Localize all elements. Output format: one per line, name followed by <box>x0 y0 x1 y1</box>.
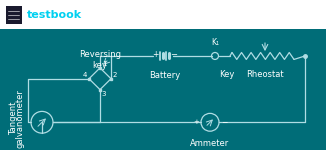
Bar <box>99 67 101 69</box>
Text: K₁: K₁ <box>211 38 219 47</box>
Text: 1: 1 <box>102 61 107 67</box>
Bar <box>88 78 90 80</box>
Text: Battery: Battery <box>149 71 181 80</box>
Text: Rheostat: Rheostat <box>246 70 284 79</box>
Text: Key: Key <box>219 70 235 79</box>
Bar <box>99 89 101 91</box>
Text: Reversing
key: Reversing key <box>79 50 121 70</box>
FancyBboxPatch shape <box>6 6 22 24</box>
Text: Ammeter: Ammeter <box>190 139 230 148</box>
Bar <box>0 0 326 29</box>
Text: −: − <box>221 118 227 127</box>
Text: −: − <box>170 51 177 60</box>
Bar <box>110 78 112 80</box>
Text: 2: 2 <box>113 72 117 78</box>
Text: 4: 4 <box>82 72 87 78</box>
Bar <box>0 29 326 150</box>
Text: galvanometer: galvanometer <box>16 89 24 148</box>
Text: Tangent: Tangent <box>9 102 19 135</box>
Text: 3: 3 <box>101 91 106 97</box>
Text: +: + <box>152 51 158 60</box>
Text: testbook: testbook <box>26 10 82 20</box>
Text: +: + <box>193 119 199 125</box>
